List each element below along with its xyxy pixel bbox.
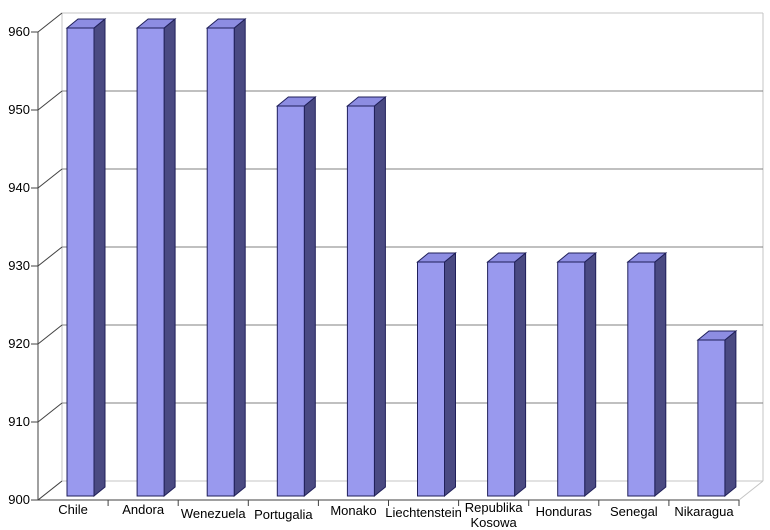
y-tick-label: 910	[8, 414, 30, 429]
bar-portugalia	[275, 95, 317, 498]
bar-front-face	[206, 27, 235, 497]
x-category-label: Chile	[58, 502, 88, 517]
y-tick-label: 950	[8, 102, 30, 117]
bar-front-face	[346, 105, 375, 497]
x-category-label: Nikaragua	[674, 504, 734, 519]
bar-front-face	[557, 261, 586, 497]
floor-right-edge	[738, 480, 764, 501]
bar-front-face	[417, 261, 445, 497]
y-tick-depth-line	[37, 246, 63, 267]
y-tick-depth-line	[37, 480, 63, 501]
x-category-label: Portugalia	[254, 507, 313, 522]
bar-front-face	[276, 105, 305, 497]
x-category-label: Senegal	[610, 504, 658, 519]
bar-side-face	[373, 95, 386, 498]
bar-wenezuela	[205, 17, 247, 498]
x-category-label: Andora	[122, 502, 165, 517]
bar-front-face	[66, 27, 95, 497]
bar-honduras	[556, 251, 598, 498]
bar-side-face	[724, 329, 737, 498]
x-category-label: Honduras	[536, 504, 593, 519]
bar-side-face	[163, 17, 176, 498]
x-category-label: Kosowa	[471, 515, 518, 530]
bar-monako	[345, 95, 387, 498]
bar-liechtenstein	[416, 251, 457, 498]
bar-front-face	[487, 261, 516, 497]
bar-side-face	[303, 95, 316, 498]
x-category-label: Monako	[330, 503, 376, 518]
y-tick-depth-line	[37, 90, 63, 111]
bar-side-face	[654, 251, 667, 498]
bar-side-face	[233, 17, 246, 498]
y-tick-depth-line	[37, 168, 63, 189]
y-tick-label: 960	[8, 24, 30, 39]
x-category-label: Republika	[465, 500, 524, 515]
bar-senegal	[626, 251, 668, 498]
y-tick-label: 900	[8, 492, 30, 507]
y-tick-depth-line	[37, 12, 63, 33]
y-tick-label: 920	[8, 336, 30, 351]
bar-republika-kosowa	[486, 251, 528, 498]
bar-andora	[135, 17, 177, 498]
x-category-label: Liechtenstein	[385, 505, 462, 520]
bar-side-face	[514, 251, 527, 498]
bar-side-face	[584, 251, 597, 498]
bar-front-face	[627, 261, 656, 497]
y-tick-depth-line	[37, 324, 63, 345]
bar-chile	[65, 17, 107, 498]
y-tick-depth-line	[37, 402, 63, 423]
bar-side-face	[93, 17, 106, 498]
bar-front-face	[697, 339, 726, 497]
bar-nikaragua	[696, 329, 738, 498]
y-tick-label: 940	[8, 180, 30, 195]
x-category-label: Wenezuela	[181, 506, 247, 521]
bar-front-face	[136, 27, 165, 497]
y-tick-label: 930	[8, 258, 30, 273]
bar-side-face	[444, 251, 456, 498]
